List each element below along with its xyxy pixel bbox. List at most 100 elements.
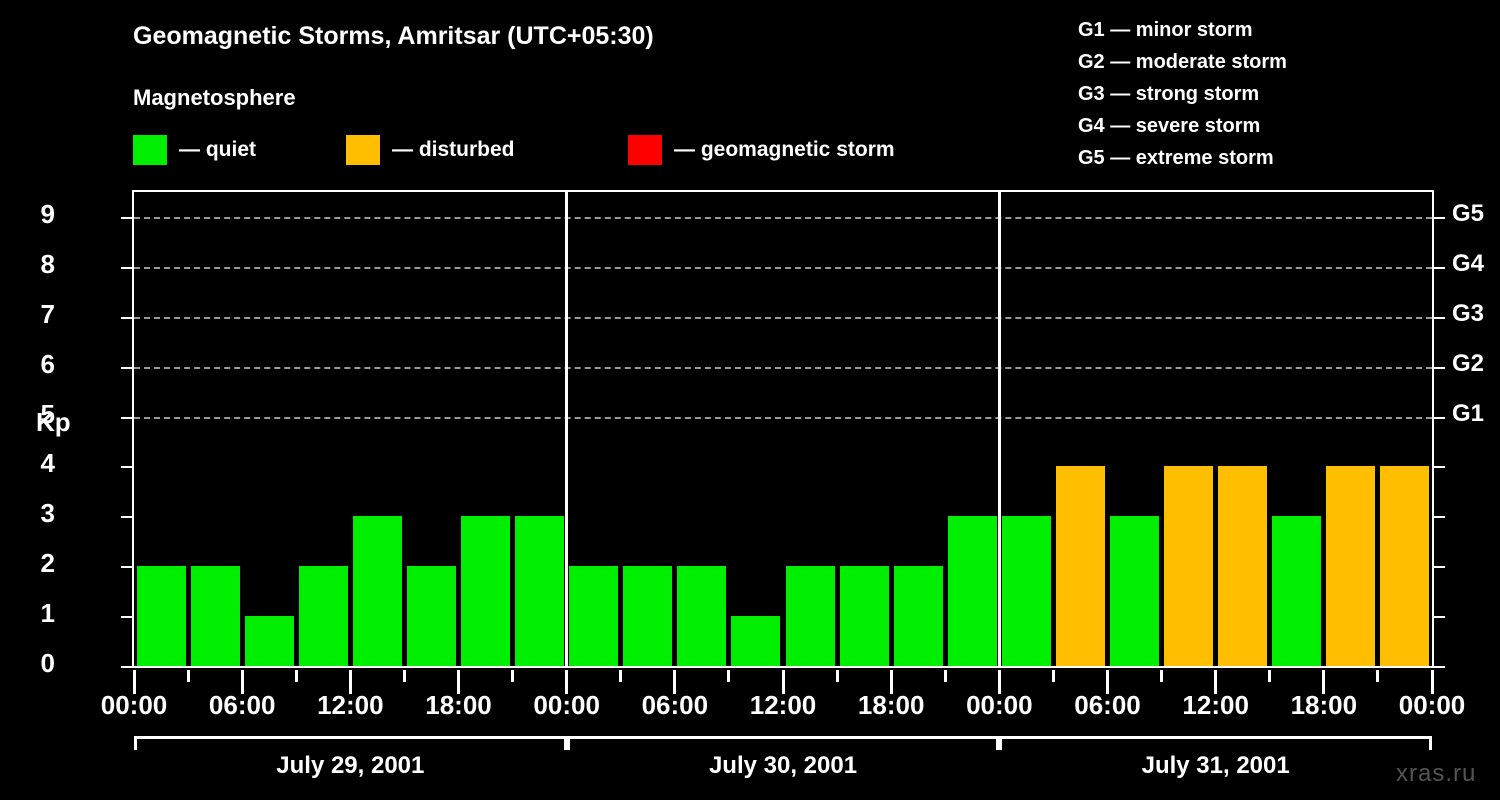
bar xyxy=(1272,516,1322,666)
g-level-label-G5: G5 xyxy=(1452,199,1485,227)
x-tick-label: 00:00 xyxy=(100,690,168,720)
y-tick-1 xyxy=(121,616,132,619)
y-tick-6 xyxy=(121,366,132,369)
y-tick-right-4 xyxy=(1434,466,1445,469)
day-label: July 31, 2001 xyxy=(1141,752,1290,779)
g-level-label-G3: G3 xyxy=(1452,299,1485,327)
day-bracket xyxy=(566,736,1000,750)
x-tick-major xyxy=(781,670,785,694)
gridline-kp-6 xyxy=(134,366,1432,369)
x-tick-label: 00:00 xyxy=(1398,690,1466,720)
g-scale-legend: G1 — minor storm G2 — moderate storm G3 — … xyxy=(1078,14,1287,174)
x-tick-major xyxy=(1214,670,1218,694)
bar xyxy=(677,566,727,666)
y-tick-label-7: 7 xyxy=(40,298,55,329)
bar xyxy=(731,616,781,666)
y-tick-label-6: 6 xyxy=(40,348,55,379)
watermark: xras.ru xyxy=(1396,760,1477,787)
x-tick-major xyxy=(673,670,677,694)
bar xyxy=(839,566,889,666)
y-tick-right-7 xyxy=(1434,316,1445,319)
bar xyxy=(1001,516,1051,666)
x-tick-label: 00:00 xyxy=(533,690,600,720)
y-tick-9 xyxy=(121,216,132,219)
y-tick-4 xyxy=(121,466,132,469)
y-tick-right-2 xyxy=(1434,566,1445,569)
day-bracket xyxy=(999,736,1432,750)
bar xyxy=(1055,466,1105,666)
x-tick-major xyxy=(457,670,460,694)
bar xyxy=(893,566,943,666)
x-tick-minor xyxy=(943,670,947,682)
g-level-label-G1: G1 xyxy=(1452,399,1485,427)
magnetosphere-label: Magnetosphere xyxy=(133,85,296,110)
x-tick-label: 12:00 xyxy=(1182,690,1249,720)
legend-item-quiet: — quiet xyxy=(133,134,256,166)
x-tick-major xyxy=(565,670,569,694)
y-tick-right-5 xyxy=(1434,416,1445,419)
y-tick-0 xyxy=(121,666,132,668)
gridline-kp-8 xyxy=(134,266,1432,269)
x-tick-minor xyxy=(402,670,406,682)
bar xyxy=(515,516,565,666)
y-axis-title: Kp xyxy=(36,407,71,437)
bar xyxy=(406,566,456,666)
x-tick-label: 18:00 xyxy=(1290,690,1358,720)
y-tick-label-1: 1 xyxy=(40,598,55,629)
y-tick-right-1 xyxy=(1434,616,1445,619)
day-label: July 30, 2001 xyxy=(708,752,858,779)
y-tick-label-9: 9 xyxy=(40,198,55,229)
x-tick-major xyxy=(889,670,893,694)
x-tick-major xyxy=(1322,670,1326,694)
x-tick-label: 12:00 xyxy=(317,690,384,720)
x-tick-label: 06:00 xyxy=(1074,690,1141,720)
gridline-kp-9 xyxy=(134,216,1432,219)
x-tick-major xyxy=(240,670,244,694)
x-tick-label: 06:00 xyxy=(208,690,276,720)
plot-area xyxy=(132,190,1434,668)
bar xyxy=(1164,466,1214,666)
legend-item-storm: — geomagnetic storm xyxy=(628,134,895,166)
legend-swatch-quiet-icon xyxy=(133,135,167,165)
gridline-kp-5 xyxy=(134,416,1432,419)
x-tick-major xyxy=(132,670,136,694)
legend-item-disturbed: — disturbed xyxy=(346,134,515,166)
y-tick-label-3: 3 xyxy=(40,498,55,529)
bar xyxy=(785,566,835,666)
y-tick-label-8: 8 xyxy=(40,248,55,279)
gridline-kp-7 xyxy=(134,316,1432,319)
x-tick-minor xyxy=(1268,670,1272,682)
legend-swatch-storm-icon xyxy=(628,135,662,165)
x-tick-label: 12:00 xyxy=(749,690,817,720)
bar xyxy=(569,566,619,666)
bar xyxy=(1380,466,1430,666)
g-scale-line-2: G2 — moderate storm xyxy=(1078,51,1287,73)
x-tick-minor xyxy=(619,670,623,682)
day-bracket xyxy=(134,736,567,750)
x-tick-minor xyxy=(186,670,190,682)
page-title: Geomagnetic Storms, Amritsar (UTC+05:30) xyxy=(133,22,654,50)
x-tick-label: 06:00 xyxy=(641,690,709,720)
g-scale-line-1: G1 — minor storm xyxy=(1078,19,1253,41)
x-tick-label: 18:00 xyxy=(857,690,925,720)
x-tick-major xyxy=(997,670,1001,694)
bar xyxy=(352,516,402,666)
bar xyxy=(1110,516,1160,666)
y-tick-5 xyxy=(121,416,132,419)
g-level-label-G4: G4 xyxy=(1452,249,1485,277)
x-tick-major xyxy=(348,670,352,694)
y-tick-label-2: 2 xyxy=(40,548,55,579)
y-tick-label-0: 0 xyxy=(40,648,55,678)
bar xyxy=(1218,466,1268,666)
y-tick-label-5: 5 xyxy=(40,398,55,429)
x-tick-minor xyxy=(727,670,731,682)
y-tick-2 xyxy=(121,566,132,569)
x-tick-major xyxy=(1430,670,1434,694)
y-tick-right-3 xyxy=(1434,516,1445,519)
y-tick-label-4: 4 xyxy=(40,448,55,479)
x-tick-minor xyxy=(511,670,515,682)
bar xyxy=(244,616,294,666)
bar xyxy=(1326,466,1376,666)
legend-swatch-disturbed-icon xyxy=(346,135,380,165)
